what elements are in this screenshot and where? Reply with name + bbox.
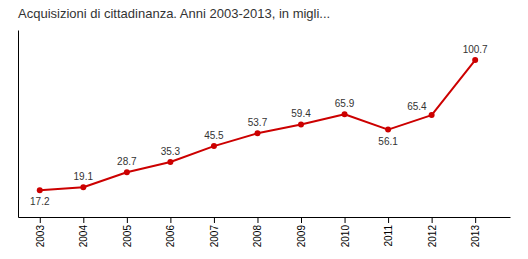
x-tick-mark xyxy=(301,217,302,223)
x-tick: 2013 xyxy=(470,217,481,247)
x-tick: 2003 xyxy=(35,217,46,247)
point xyxy=(211,143,217,149)
chart-svg: Acquisizioni di cittadinanza. Anni 2003-… xyxy=(0,0,528,259)
x-tick-mark xyxy=(432,217,433,223)
x-tick-label: 2012 xyxy=(427,225,438,248)
data-label: 45.5 xyxy=(204,130,224,141)
x-tick: 2010 xyxy=(340,217,351,247)
x-tick-mark xyxy=(257,217,258,223)
x-tick-label: 2005 xyxy=(122,225,133,248)
x-tick: 2005 xyxy=(122,217,133,247)
data-label: 65.4 xyxy=(407,101,427,112)
x-tick-label: 2011 xyxy=(383,225,394,247)
x-tick: 2006 xyxy=(165,217,176,247)
x-tick-label: 2004 xyxy=(78,225,89,248)
x-tick-mark xyxy=(388,217,389,223)
x-tick-mark xyxy=(345,217,346,223)
chart-container: Acquisizioni di cittadinanza. Anni 2003-… xyxy=(0,0,528,259)
data-label: 53.7 xyxy=(248,117,268,128)
x-tick: 2004 xyxy=(78,217,89,247)
point xyxy=(167,159,173,165)
data-label: 56.1 xyxy=(378,136,398,147)
point xyxy=(342,111,348,117)
x-tick-label: 2009 xyxy=(296,225,307,248)
plot-area: 2003 2004 2005 2006 2007 2008 2009 2010 2011 2012… xyxy=(19,31,511,248)
point xyxy=(298,121,304,127)
x-tick-mark xyxy=(40,217,41,223)
point xyxy=(385,127,391,133)
x-tick-label: 2006 xyxy=(165,225,176,248)
x-tick: 2009 xyxy=(296,217,307,247)
x-tick: 2012 xyxy=(427,217,438,247)
marks xyxy=(37,57,478,193)
x-tick: 2008 xyxy=(252,217,263,247)
point xyxy=(124,169,130,175)
y-axis xyxy=(18,31,19,218)
data-label: 65.9 xyxy=(335,98,355,109)
x-tick-label: 2013 xyxy=(470,225,481,248)
x-tick-label: 2008 xyxy=(252,225,263,248)
x-tick-label: 2003 xyxy=(35,225,46,248)
line xyxy=(40,60,475,190)
point xyxy=(37,187,43,193)
data-labels: 17.2 19.1 28.7 35.3 45.5 53.7 59.4 65.9 56.1 65.4… xyxy=(30,44,488,207)
x-tick-label: 2007 xyxy=(209,225,220,248)
point xyxy=(472,57,478,63)
point xyxy=(429,112,435,118)
x-tick-mark xyxy=(214,217,215,223)
data-label: 35.3 xyxy=(161,146,181,157)
x-tick: 2011 xyxy=(383,217,394,247)
y-axis-line xyxy=(18,31,19,218)
x-tick-mark xyxy=(83,217,84,223)
data-label: 59.4 xyxy=(291,108,311,119)
x-tick-label: 2010 xyxy=(340,225,351,248)
data-label: 28.7 xyxy=(117,156,137,167)
point xyxy=(254,130,260,136)
data-label: 17.2 xyxy=(30,196,50,207)
x-tick-mark xyxy=(170,217,171,223)
x-tick: 2007 xyxy=(209,217,220,247)
title: Acquisizioni di cittadinanza. Anni 2003-… xyxy=(18,6,330,21)
data-label: 100.7 xyxy=(463,44,488,55)
x-tick-mark xyxy=(475,217,476,223)
x-axis: 2003 2004 2005 2006 2007 2008 2009 2010 2011 2012… xyxy=(19,217,511,247)
data-label: 19.1 xyxy=(74,171,94,182)
point xyxy=(80,184,86,190)
x-tick-mark xyxy=(127,217,128,223)
x-axis-line xyxy=(19,217,511,218)
